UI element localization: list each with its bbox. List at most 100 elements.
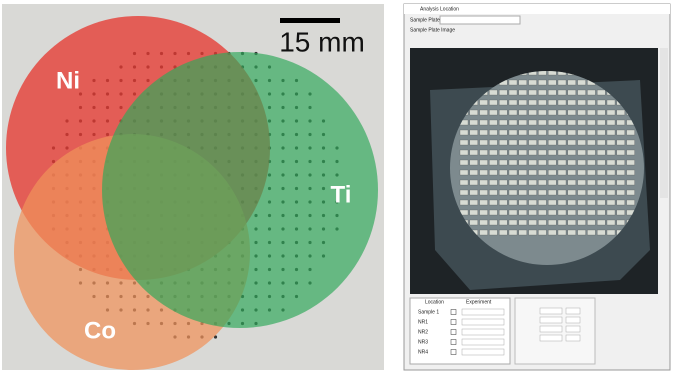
- location-cell[interactable]: [558, 130, 566, 135]
- location-cell[interactable]: [548, 140, 556, 145]
- location-cell[interactable]: [597, 230, 605, 235]
- location-cell[interactable]: [578, 80, 586, 85]
- location-cell[interactable]: [470, 110, 478, 115]
- location-cell[interactable]: [578, 100, 586, 105]
- row-location[interactable]: Sample 1: [418, 309, 439, 315]
- location-cell[interactable]: [597, 220, 605, 225]
- location-cell[interactable]: [568, 210, 576, 215]
- location-cell[interactable]: [578, 160, 586, 165]
- location-cell[interactable]: [587, 150, 595, 155]
- location-cell[interactable]: [538, 230, 546, 235]
- location-cell[interactable]: [578, 130, 586, 135]
- location-cell[interactable]: [558, 80, 566, 85]
- location-cell[interactable]: [538, 80, 546, 85]
- location-cell[interactable]: [480, 140, 488, 145]
- location-cell[interactable]: [568, 230, 576, 235]
- location-cell[interactable]: [568, 130, 576, 135]
- location-cell[interactable]: [558, 210, 566, 215]
- location-cell[interactable]: [519, 170, 527, 175]
- location-cell[interactable]: [489, 120, 497, 125]
- location-cell[interactable]: [587, 140, 595, 145]
- location-cell[interactable]: [489, 180, 497, 185]
- row-checkbox[interactable]: [451, 330, 456, 335]
- location-cell[interactable]: [529, 120, 537, 125]
- row-checkbox[interactable]: [451, 320, 456, 325]
- location-cell[interactable]: [538, 130, 546, 135]
- location-cell[interactable]: [617, 200, 625, 205]
- location-cell[interactable]: [538, 190, 546, 195]
- location-cell[interactable]: [568, 200, 576, 205]
- location-cell[interactable]: [529, 110, 537, 115]
- location-cell[interactable]: [627, 200, 635, 205]
- location-cell[interactable]: [519, 200, 527, 205]
- location-cell[interactable]: [617, 110, 625, 115]
- location-cell[interactable]: [607, 110, 615, 115]
- location-cell[interactable]: [568, 110, 576, 115]
- location-cell[interactable]: [548, 220, 556, 225]
- location-cell[interactable]: [558, 110, 566, 115]
- location-cell[interactable]: [460, 130, 468, 135]
- location-cell[interactable]: [548, 160, 556, 165]
- location-cell[interactable]: [480, 230, 488, 235]
- location-cell[interactable]: [470, 210, 478, 215]
- location-cell[interactable]: [509, 150, 517, 155]
- location-cell[interactable]: [607, 230, 615, 235]
- location-cell[interactable]: [607, 190, 615, 195]
- location-cell[interactable]: [480, 150, 488, 155]
- location-cell[interactable]: [548, 120, 556, 125]
- location-cell[interactable]: [587, 210, 595, 215]
- location-cell[interactable]: [538, 110, 546, 115]
- location-cell[interactable]: [597, 190, 605, 195]
- location-cell[interactable]: [597, 170, 605, 175]
- location-cell[interactable]: [558, 140, 566, 145]
- location-cell[interactable]: [617, 150, 625, 155]
- location-cell[interactable]: [460, 140, 468, 145]
- row-location[interactable]: NR4: [418, 349, 428, 355]
- location-cell[interactable]: [509, 90, 517, 95]
- location-cell[interactable]: [538, 100, 546, 105]
- location-cell[interactable]: [460, 190, 468, 195]
- location-cell[interactable]: [460, 160, 468, 165]
- location-cell[interactable]: [509, 230, 517, 235]
- location-cell[interactable]: [519, 110, 527, 115]
- location-cell[interactable]: [617, 120, 625, 125]
- coord-input[interactable]: [540, 317, 562, 323]
- location-cell[interactable]: [529, 190, 537, 195]
- row-dropdown[interactable]: [462, 329, 504, 335]
- location-cell[interactable]: [519, 80, 527, 85]
- location-cell[interactable]: [548, 80, 556, 85]
- location-cell[interactable]: [578, 230, 586, 235]
- location-cell[interactable]: [499, 160, 507, 165]
- location-cell[interactable]: [529, 220, 537, 225]
- location-cell[interactable]: [509, 220, 517, 225]
- location-cell[interactable]: [578, 120, 586, 125]
- location-cell[interactable]: [617, 220, 625, 225]
- location-cell[interactable]: [578, 140, 586, 145]
- location-cell[interactable]: [617, 210, 625, 215]
- location-cell[interactable]: [587, 90, 595, 95]
- location-cell[interactable]: [489, 230, 497, 235]
- location-cell[interactable]: [489, 110, 497, 115]
- location-cell[interactable]: [499, 210, 507, 215]
- location-cell[interactable]: [548, 200, 556, 205]
- coord-input[interactable]: [566, 308, 580, 314]
- location-cell[interactable]: [617, 160, 625, 165]
- location-cell[interactable]: [529, 90, 537, 95]
- location-cell[interactable]: [460, 180, 468, 185]
- location-cell[interactable]: [558, 120, 566, 125]
- location-cell[interactable]: [509, 120, 517, 125]
- location-cell[interactable]: [597, 210, 605, 215]
- location-cell[interactable]: [597, 150, 605, 155]
- location-cell[interactable]: [538, 170, 546, 175]
- location-cell[interactable]: [597, 180, 605, 185]
- location-cell[interactable]: [627, 190, 635, 195]
- location-cell[interactable]: [519, 190, 527, 195]
- location-cell[interactable]: [470, 160, 478, 165]
- location-cell[interactable]: [578, 190, 586, 195]
- location-cell[interactable]: [480, 220, 488, 225]
- location-cell[interactable]: [597, 140, 605, 145]
- location-cell[interactable]: [568, 140, 576, 145]
- location-cell[interactable]: [607, 180, 615, 185]
- location-cell[interactable]: [617, 130, 625, 135]
- location-cell[interactable]: [627, 160, 635, 165]
